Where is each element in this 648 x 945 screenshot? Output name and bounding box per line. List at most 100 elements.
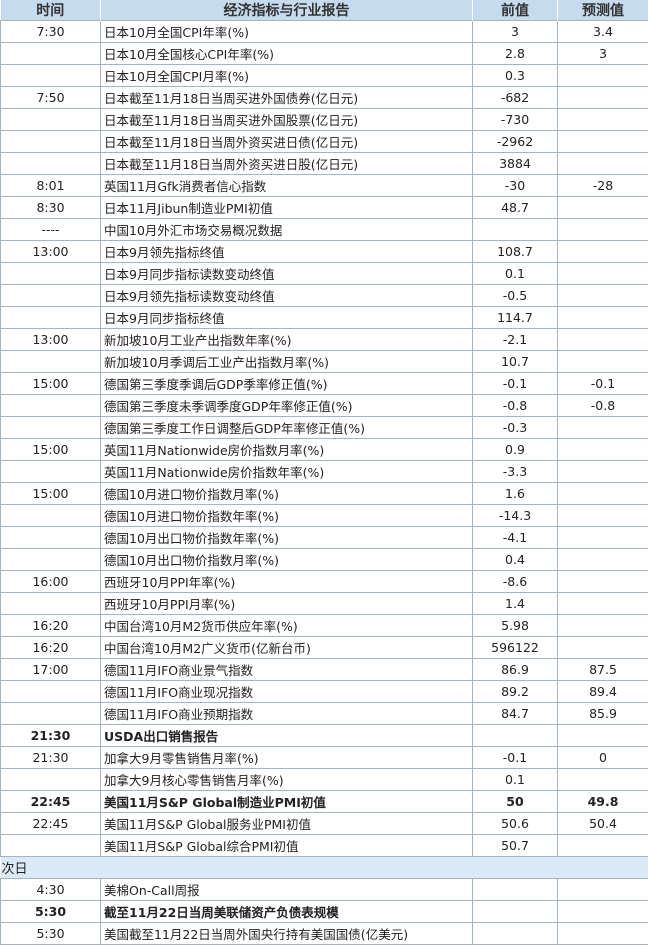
cell-time [1,505,101,527]
cell-previous: -14.3 [473,505,558,527]
cell-indicator: 德国第三季度工作日调整后GDP年率修正值(%) [101,417,473,439]
table-row: 新加坡10月季调后工业产出指数月率(%)10.7 [1,351,648,373]
cell-previous: -4.1 [473,527,558,549]
cell-time [1,549,101,571]
cell-indicator: 德国10月出口物价指数年率(%) [101,527,473,549]
cell-forecast [558,241,648,263]
cell-indicator: 美国11月S&P Global综合PMI初值 [101,835,473,857]
table-row: 日本截至11月18日当周外资买进日股(亿日元)3884 [1,153,648,175]
table-row: 日本10月全国CPI月率(%)0.3 [1,65,648,87]
cell-forecast [558,263,648,285]
cell-indicator: 新加坡10月工业产出指数年率(%) [101,329,473,351]
cell-indicator: 加拿大9月零售销售月率(%) [101,747,473,769]
cell-indicator: 美国截至11月22日当周外国央行持有美国国债(亿美元) [101,923,473,945]
cell-time: 21:30 [1,725,101,747]
cell-forecast: 49.8 [558,791,648,813]
section-row: 次日 [1,857,648,879]
cell-previous: 10.7 [473,351,558,373]
cell-indicator: 日本11月Jibun制造业PMI初值 [101,197,473,219]
cell-indicator: 日本9月领先指标终值 [101,241,473,263]
cell-forecast [558,615,648,637]
cell-indicator: 加拿大9月核心零售销售月率(%) [101,769,473,791]
cell-forecast [558,549,648,571]
cell-time: 16:20 [1,637,101,659]
cell-indicator: 新加坡10月季调后工业产出指数月率(%) [101,351,473,373]
cell-indicator: 日本截至11月18日当周买进外国股票(亿日元) [101,109,473,131]
table-row: 日本截至11月18日当周外资买进日债(亿日元)-2962 [1,131,648,153]
cell-indicator: 美棉On-Call周报 [101,879,473,901]
cell-previous: -0.1 [473,747,558,769]
cell-time: 5:30 [1,923,101,945]
cell-previous: 0.1 [473,263,558,285]
table-header: 时间 经济指标与行业报告 前值 预测值 [1,0,648,21]
cell-indicator: 日本截至11月18日当周外资买进日债(亿日元) [101,131,473,153]
cell-indicator: 日本截至11月18日当周买进外国债券(亿日元) [101,87,473,109]
table-row: 德国10月进口物价指数年率(%)-14.3 [1,505,648,527]
cell-time [1,527,101,549]
table-row: 英国11月Nationwide房价指数年率(%)-3.3 [1,461,648,483]
cell-indicator: 日本9月同步指标终值 [101,307,473,329]
cell-previous: -0.8 [473,395,558,417]
cell-indicator: 西班牙10月PPI月率(%) [101,593,473,615]
cell-time [1,285,101,307]
cell-forecast [558,571,648,593]
cell-indicator: 日本10月全国CPI月率(%) [101,65,473,87]
cell-forecast [558,835,648,857]
cell-forecast [558,87,648,109]
cell-time: 15:00 [1,439,101,461]
cell-indicator: 中国台湾10月M2广义货币(亿新台币) [101,637,473,659]
cell-previous: -0.3 [473,417,558,439]
cell-indicator: 德国11月IFO商业现况指数 [101,681,473,703]
cell-indicator: 日本截至11月18日当周外资买进日股(亿日元) [101,153,473,175]
cell-indicator: USDA出口销售报告 [101,725,473,747]
table-row: 德国第三季度未季调季度GDP年率修正值(%)-0.8-0.8 [1,395,648,417]
cell-previous: 0.9 [473,439,558,461]
cell-previous [473,219,558,241]
cell-previous: 86.9 [473,659,558,681]
cell-indicator: 中国台湾10月M2货币供应年率(%) [101,615,473,637]
cell-time [1,703,101,725]
cell-previous: 2.8 [473,43,558,65]
cell-time [1,417,101,439]
cell-forecast [558,285,648,307]
cell-previous: -730 [473,109,558,131]
cell-indicator: 德国第三季度未季调季度GDP年率修正值(%) [101,395,473,417]
cell-forecast [558,439,648,461]
cell-previous: 50 [473,791,558,813]
table-row: ----中国10月外汇市场交易概况数据 [1,219,648,241]
cell-time: 17:00 [1,659,101,681]
cell-forecast [558,109,648,131]
cell-indicator: 美国11月S&P Global制造业PMI初值 [101,791,473,813]
cell-indicator: 西班牙10月PPI年率(%) [101,571,473,593]
cell-indicator: 日本10月全国核心CPI年率(%) [101,43,473,65]
cell-time: 15:00 [1,483,101,505]
cell-forecast: -0.8 [558,395,648,417]
cell-time [1,65,101,87]
cell-forecast [558,351,648,373]
cell-time: 13:00 [1,241,101,263]
cell-previous: -3.3 [473,461,558,483]
cell-time [1,307,101,329]
cell-time [1,395,101,417]
cell-forecast [558,901,648,923]
cell-indicator: 日本10月全国CPI年率(%) [101,21,473,43]
cell-previous: -8.6 [473,571,558,593]
cell-time [1,681,101,703]
cell-previous: 3884 [473,153,558,175]
table-row: 西班牙10月PPI月率(%)1.4 [1,593,648,615]
